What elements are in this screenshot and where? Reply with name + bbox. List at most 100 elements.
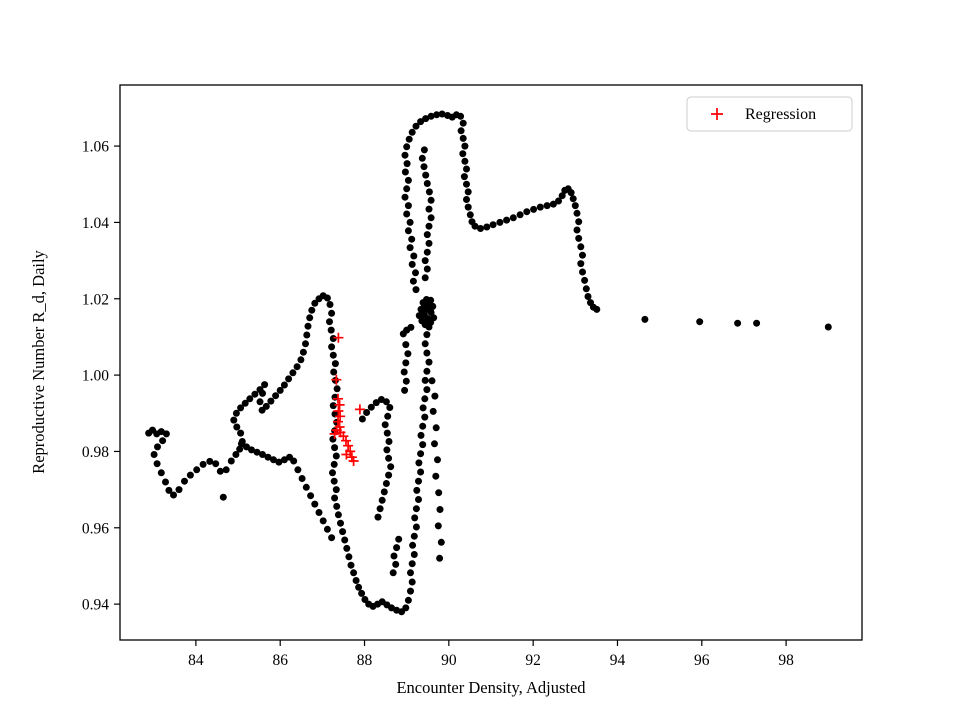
scatter-point [432, 424, 440, 432]
scatter-point [332, 452, 340, 460]
scatter-point [399, 330, 407, 338]
scatter-point [400, 368, 408, 376]
scatter-point [307, 492, 315, 500]
scatter-point [402, 359, 410, 367]
scatter-point [333, 385, 341, 393]
scatter-point [434, 456, 441, 464]
scatter-point [420, 146, 428, 154]
scatter-point [421, 257, 429, 265]
scatter-point [326, 301, 334, 308]
scatter-point [403, 143, 411, 151]
scatter-point [403, 210, 411, 218]
regression-marker [354, 404, 365, 415]
scatter-point [571, 202, 579, 210]
scatter-point [385, 454, 393, 462]
scatter-point [435, 489, 443, 497]
scatter-point [423, 367, 431, 375]
scatter-point [425, 239, 433, 247]
scatter-point [471, 222, 479, 230]
x-axis-label: Encounter Density, Adjusted [396, 678, 586, 697]
scatter-point [423, 386, 431, 394]
scatter-point [734, 319, 742, 327]
scatter-point [275, 458, 283, 466]
scatter-point [434, 522, 442, 530]
x-tick-label: 86 [272, 652, 288, 669]
scatter-point [162, 478, 169, 486]
scatter-point [181, 477, 188, 485]
scatter-point [302, 340, 309, 348]
scatter-point [427, 296, 435, 304]
scatter-point [406, 244, 414, 252]
y-tick-label: 0.98 [82, 444, 109, 461]
scatter-point [401, 168, 409, 176]
scatter-point [339, 528, 347, 536]
x-tick-label: 96 [694, 652, 710, 669]
scatter-point [402, 377, 410, 385]
axes-layer: 84 86 88 90 92 94 96 98 0.94 0.96 0.98 1.00 1.02 1.04… [82, 84, 863, 669]
regression-marker [333, 393, 343, 404]
x-tick-label: 92 [525, 652, 541, 669]
y-tick-label: 1.06 [82, 139, 109, 156]
scatter-point [401, 193, 409, 201]
scatter-point [415, 459, 423, 467]
scatter-point [326, 318, 333, 326]
scatter-point [237, 440, 245, 448]
scatter-point [390, 552, 398, 560]
scatter-point [315, 509, 323, 516]
scatter-point [253, 448, 261, 456]
scatter-point [463, 180, 470, 188]
scatter-point [380, 488, 388, 496]
legend-label: Regression [745, 106, 816, 123]
legend-regression-marker-icon [711, 108, 723, 120]
scatter-point [477, 225, 484, 232]
scatter-point [412, 505, 420, 513]
scatter-point [294, 466, 302, 474]
scatter-point [401, 386, 409, 394]
points-layer [145, 110, 832, 616]
scatter-point [330, 477, 338, 485]
regression-marker [341, 435, 351, 446]
scatter-point [423, 349, 431, 357]
regression-marker [333, 406, 344, 416]
scatter-point [696, 318, 704, 326]
scatter-point [404, 202, 412, 210]
scatter-point [431, 392, 439, 400]
scatter-point [308, 306, 316, 314]
scatter-point [159, 437, 167, 445]
scatter-point [285, 375, 293, 383]
legend: Regression [686, 96, 853, 132]
scatter-point [162, 430, 170, 438]
scatter-point [404, 227, 412, 235]
scatter-point [304, 322, 312, 330]
scatter-point [280, 456, 288, 464]
scatter-point [374, 513, 382, 521]
scatter-point [327, 326, 335, 334]
scatter-point [329, 335, 337, 342]
scatter-point [376, 505, 384, 513]
scatter-point [363, 409, 371, 416]
scatter-point [422, 171, 430, 179]
scatter-point [404, 176, 412, 184]
scatter-point [427, 214, 435, 222]
scatter-point [464, 203, 472, 211]
scatter-point [405, 135, 413, 143]
scatter-point [418, 317, 426, 325]
scatter-point [302, 483, 310, 491]
scatter-point [423, 331, 431, 339]
scatter-point [423, 180, 431, 187]
scatter-point [463, 196, 470, 203]
scatter-point [331, 494, 339, 502]
scatter-point [411, 514, 419, 522]
scatter-point [421, 413, 429, 421]
scatter-point [329, 469, 336, 477]
scatter-point [417, 118, 425, 126]
scatter-point [378, 496, 386, 504]
scatter-point [579, 268, 586, 276]
scatter-point [425, 222, 433, 230]
y-tick-label: 1.04 [82, 215, 109, 232]
scatter-point [259, 389, 266, 397]
scatter-point [558, 192, 566, 200]
scatter-point [423, 248, 431, 256]
scatter-point [415, 496, 422, 503]
